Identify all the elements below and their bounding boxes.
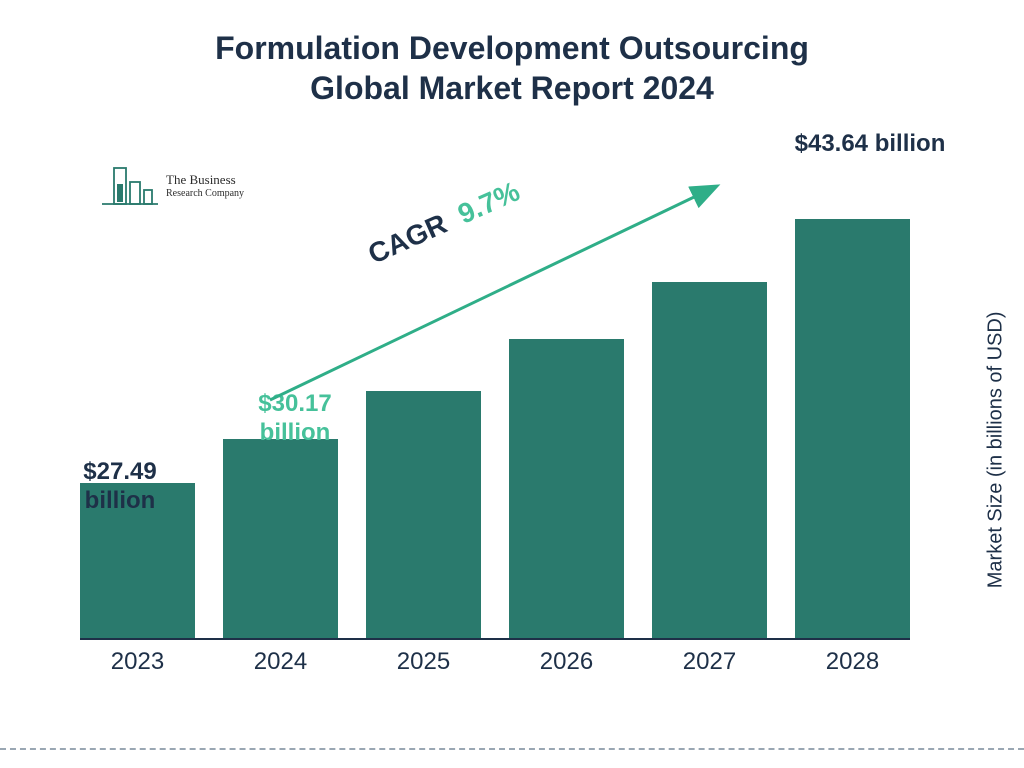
title-line-2: Global Market Report 2024 — [310, 70, 714, 106]
xlabel-5: 2028 — [795, 642, 910, 680]
bar-2028 — [795, 219, 910, 638]
y-axis-label: Market Size (in billions of USD) — [985, 312, 1008, 589]
bar-chart: 2023 2024 2025 2026 2027 2028 — [80, 150, 910, 680]
xlabel-0: 2023 — [80, 642, 195, 680]
xlabel-3: 2026 — [509, 642, 624, 680]
xlabel-2: 2025 — [366, 642, 481, 680]
bar-2025 — [366, 391, 481, 638]
value-label-2024: $30.17billion — [235, 390, 355, 448]
bars-container — [80, 150, 910, 640]
xlabel-1: 2024 — [223, 642, 338, 680]
x-axis-labels: 2023 2024 2025 2026 2027 2028 — [80, 642, 910, 680]
xlabel-4: 2027 — [652, 642, 767, 680]
footer-divider — [0, 748, 1024, 750]
bar-2026 — [509, 339, 624, 638]
chart-title: Formulation Development Outsourcing Glob… — [0, 0, 1024, 108]
value-label-2028: $43.64 billion — [770, 130, 970, 159]
bar-2027 — [652, 282, 767, 638]
value-label-2023: $27.49billion — [60, 458, 180, 516]
title-line-1: Formulation Development Outsourcing — [215, 30, 809, 66]
bar-2024 — [223, 439, 338, 638]
